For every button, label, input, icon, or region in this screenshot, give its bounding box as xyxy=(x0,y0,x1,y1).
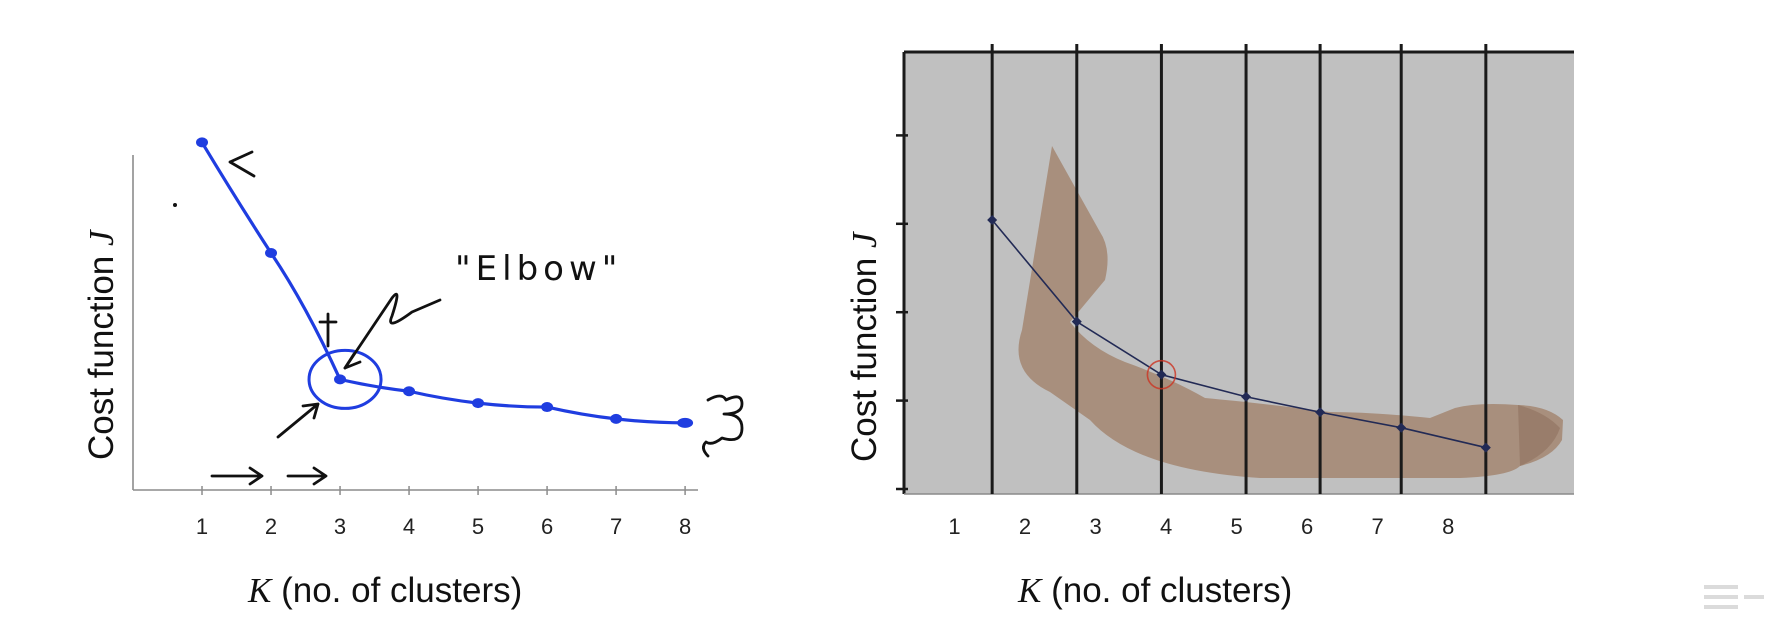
right-x-axis-label-text: (no. of clusters) xyxy=(1041,571,1292,610)
right-data-point-7 xyxy=(1480,442,1491,453)
left-data-point-8 xyxy=(677,417,694,428)
right-data-point-6 xyxy=(1396,422,1407,433)
left-x-tick-label: 1 xyxy=(196,514,208,539)
right-arrow-2 xyxy=(286,466,328,486)
corner-grid-icon xyxy=(1704,585,1764,609)
left-y-axis-label-text: Cost function xyxy=(82,246,121,460)
left-elbow-chart: 1 2 3 4 5 6 7 8 Cost function J K (no. of clust… xyxy=(82,137,744,610)
elbow-pointer-squiggle xyxy=(343,292,442,370)
arm-shape xyxy=(1018,146,1563,478)
right-y-axis-label-var: J xyxy=(845,231,884,248)
left-x-axis-label: K (no. of clusters) xyxy=(247,571,522,610)
left-data-point-7 xyxy=(610,413,623,424)
right-x-tick-label: 8 xyxy=(1442,514,1454,539)
left-x-tick-label: 2 xyxy=(265,514,277,539)
right-data-point-group xyxy=(987,214,1491,453)
cursor-crosshair xyxy=(318,312,338,348)
right-arrow-1 xyxy=(210,466,264,486)
left-x-tick-group: 1 2 3 4 5 6 7 8 xyxy=(196,486,691,539)
left-x-tick-label: 8 xyxy=(679,514,691,539)
left-y-axis-label: Cost function J xyxy=(82,229,121,460)
omega-scribble xyxy=(702,394,744,458)
elbow-highlight-circle xyxy=(1146,359,1177,390)
fist-shape xyxy=(1518,405,1560,466)
left-y-axis-label-var: J xyxy=(82,229,121,246)
right-y-axis-label: Cost function J xyxy=(845,231,884,462)
right-x-axis-label-var: K xyxy=(1017,571,1043,610)
right-elbow-chart: 1 2 3 4 5 6 7 8 Cost function J K (no. of clust… xyxy=(845,44,1574,610)
left-x-axis-label-var: K xyxy=(247,571,273,610)
arm-overlay xyxy=(1018,146,1563,478)
elbow-annotation: "Elbow" xyxy=(455,249,622,289)
elbow-circle xyxy=(307,348,383,410)
k-annotation-chevron xyxy=(228,150,256,178)
left-data-point-1 xyxy=(196,137,209,148)
left-x-tick-label: 6 xyxy=(541,514,553,539)
left-x-axis-label-text: (no. of clusters) xyxy=(271,571,522,610)
right-x-tick-group: 1 2 3 4 5 6 7 8 xyxy=(948,514,1454,539)
ink-dot xyxy=(173,203,177,207)
right-x-tick-label: 2 xyxy=(1019,514,1031,539)
right-data-point-4 xyxy=(1241,391,1252,402)
left-data-point-3 xyxy=(334,374,347,385)
right-x-tick-label: 6 xyxy=(1301,514,1313,539)
left-data-point-4 xyxy=(403,386,416,397)
right-x-tick-label: 1 xyxy=(948,514,960,539)
left-x-tick-label: 3 xyxy=(334,514,346,539)
lower-pointer-arrow xyxy=(276,402,320,439)
left-data-point-6 xyxy=(541,402,554,413)
right-x-tick-label: 7 xyxy=(1372,514,1384,539)
right-y-tick-group xyxy=(896,134,908,491)
left-data-point-2 xyxy=(265,248,278,258)
right-data-point-2 xyxy=(1071,316,1082,327)
right-x-tick-label: 5 xyxy=(1231,514,1243,539)
right-data-point-5 xyxy=(1315,407,1326,418)
elbow-pointer-arrowhead xyxy=(343,352,362,370)
left-x-tick-label: 7 xyxy=(610,514,622,539)
left-data-point-group xyxy=(196,137,694,428)
right-x-tick-label: 4 xyxy=(1160,514,1172,539)
left-x-tick-label: 4 xyxy=(403,514,415,539)
right-data-point-1 xyxy=(987,214,998,225)
right-grid-line-group xyxy=(990,44,1488,494)
right-data-point-3 xyxy=(1156,369,1167,380)
left-x-tick-label: 5 xyxy=(472,514,484,539)
right-x-tick-label: 3 xyxy=(1089,514,1101,539)
right-x-axis-label: K (no. of clusters) xyxy=(1017,571,1292,610)
right-y-axis-label-text: Cost function xyxy=(845,248,884,462)
left-data-point-5 xyxy=(472,398,485,409)
